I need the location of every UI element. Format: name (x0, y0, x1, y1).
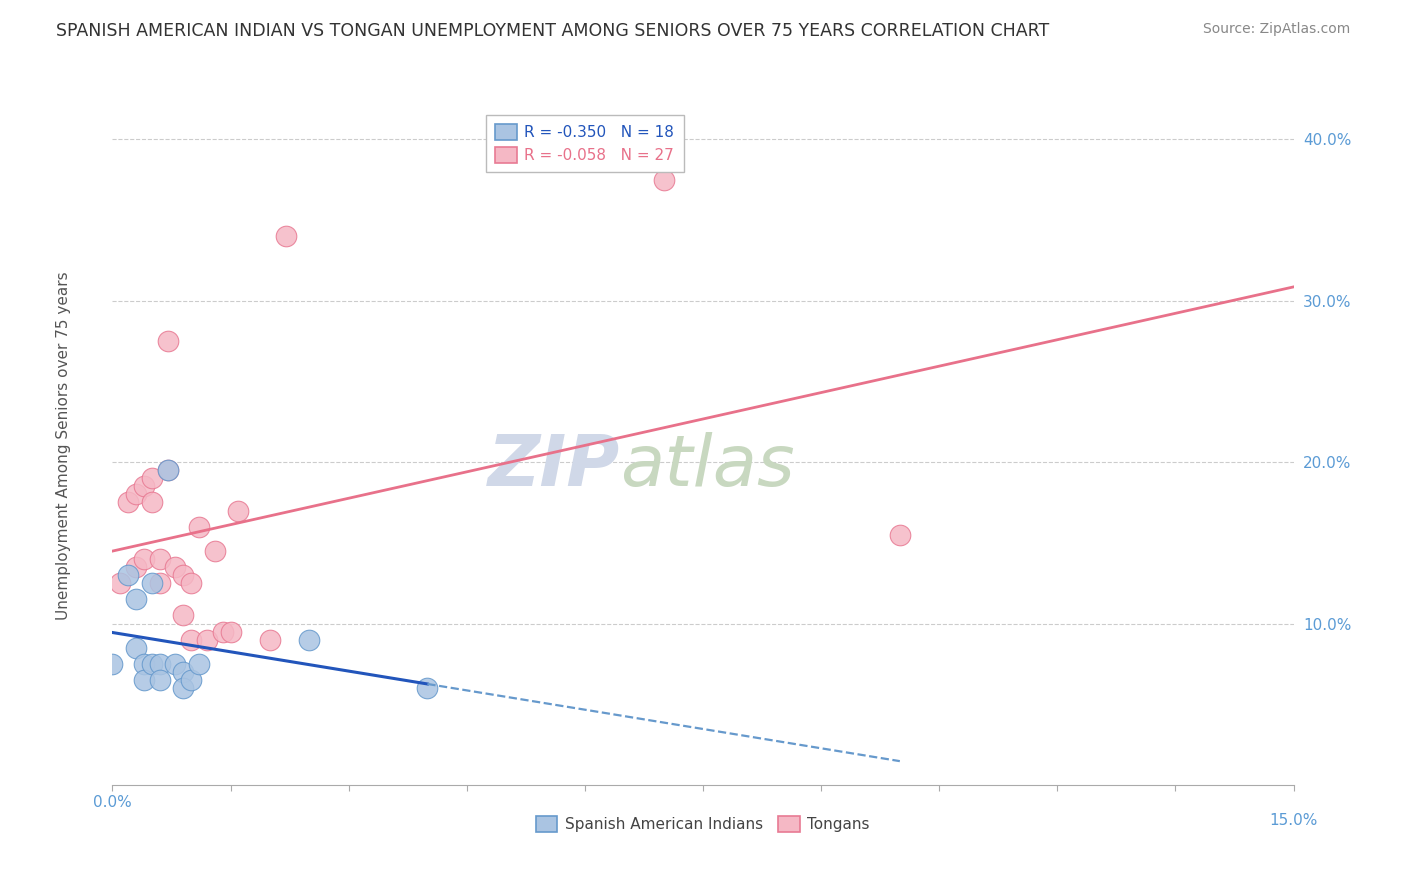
Point (141, 495, 163, 509)
Point (172, 608, 194, 623)
Text: SPANISH AMERICAN INDIAN VS TONGAN UNEMPLOYMENT AMONG SENIORS OVER 75 YEARS CORRE: SPANISH AMERICAN INDIAN VS TONGAN UNEMPL… (56, 22, 1049, 40)
Text: Source: ZipAtlas.com: Source: ZipAtlas.com (1202, 22, 1350, 37)
Point (172, 665, 194, 679)
Point (180, 632, 202, 647)
Text: 15.0%: 15.0% (1270, 813, 1317, 828)
Point (156, 334, 179, 348)
Point (172, 568, 194, 582)
Point (141, 471, 163, 485)
Point (117, 568, 139, 582)
Point (132, 479, 155, 493)
Point (180, 673, 202, 687)
Point (156, 463, 179, 477)
Point (211, 624, 233, 639)
Point (156, 463, 179, 477)
Point (259, 632, 281, 647)
Point (125, 487, 148, 501)
Point (149, 552, 172, 566)
Point (132, 657, 155, 671)
Point (195, 632, 218, 647)
Text: Unemployment Among Seniors over 75 years: Unemployment Among Seniors over 75 years (56, 272, 70, 620)
Point (180, 576, 202, 591)
Point (141, 576, 163, 591)
Point (165, 560, 187, 574)
Point (132, 552, 155, 566)
Legend: Spanish American Indians, Tongans: Spanish American Indians, Tongans (530, 809, 876, 838)
Point (149, 673, 172, 687)
Point (219, 624, 242, 639)
Point (188, 657, 211, 671)
Point (149, 576, 172, 591)
Point (125, 560, 148, 574)
Point (132, 673, 155, 687)
Point (228, 503, 250, 517)
Point (125, 640, 148, 655)
Point (165, 657, 187, 671)
Point (172, 681, 194, 695)
Point (274, 229, 297, 244)
Point (141, 657, 163, 671)
Point (889, 528, 911, 542)
Point (298, 632, 321, 647)
Text: atlas: atlas (620, 432, 794, 500)
Point (416, 681, 439, 695)
Point (149, 657, 172, 671)
Point (652, 172, 675, 186)
Point (188, 519, 211, 533)
Point (110, 576, 132, 591)
Point (204, 544, 226, 558)
Text: ZIP: ZIP (488, 432, 620, 500)
Point (101, 657, 124, 671)
Point (117, 495, 139, 509)
Point (125, 592, 148, 607)
